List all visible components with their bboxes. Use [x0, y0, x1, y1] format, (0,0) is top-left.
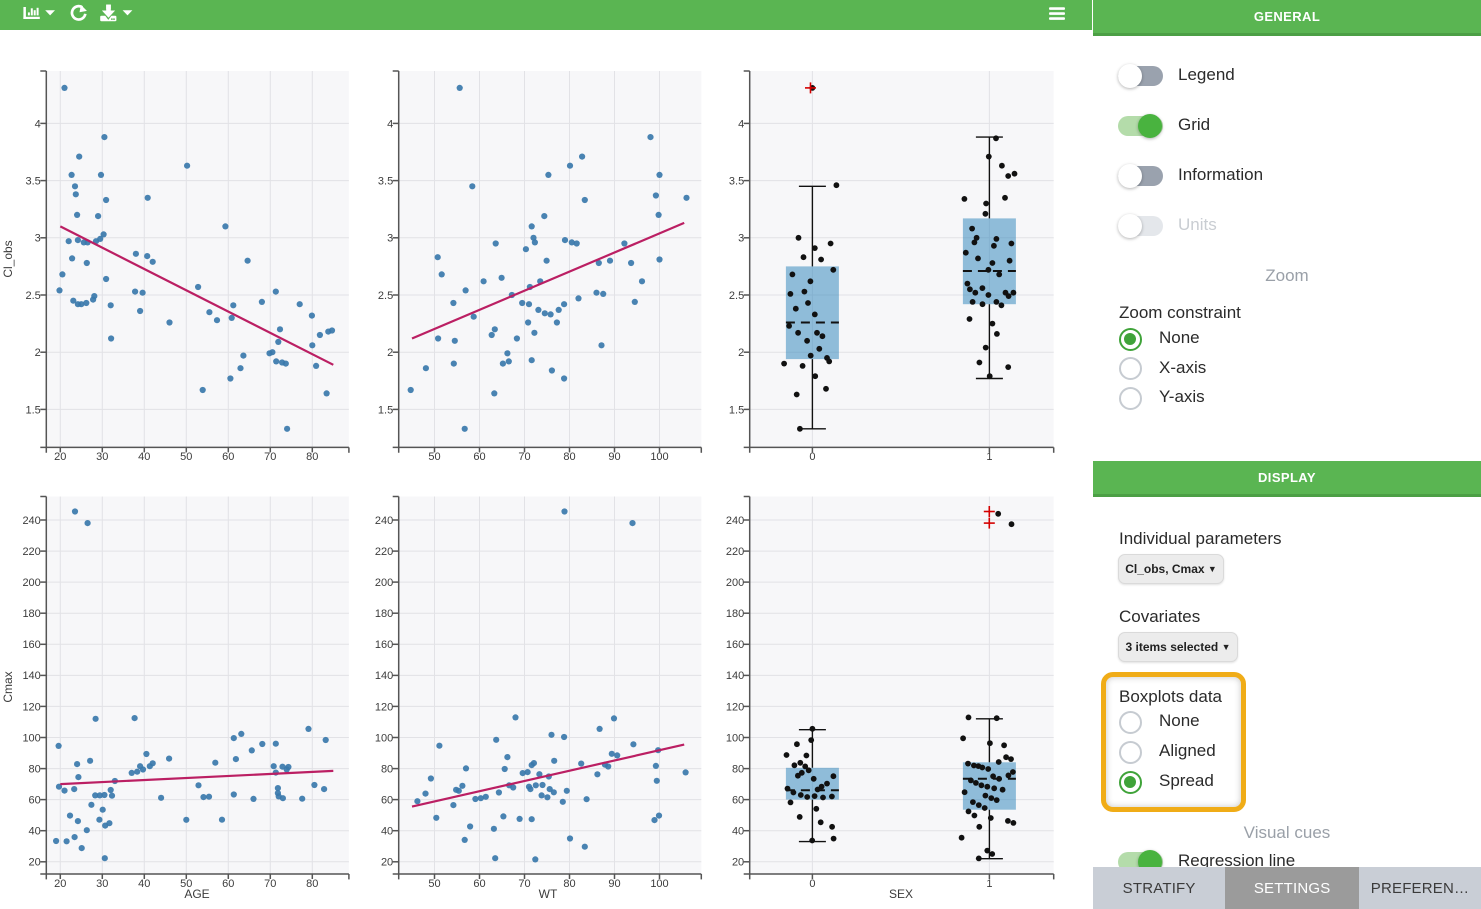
- svg-text:240: 240: [22, 515, 40, 527]
- svg-text:220: 220: [375, 546, 393, 558]
- svg-text:60: 60: [732, 795, 744, 807]
- svg-text:3: 3: [738, 233, 744, 245]
- svg-text:180: 180: [22, 608, 40, 620]
- svg-text:50: 50: [180, 878, 192, 890]
- svg-text:140: 140: [375, 670, 393, 682]
- svg-text:60: 60: [222, 878, 234, 890]
- svg-text:50: 50: [428, 878, 440, 890]
- svg-text:60: 60: [222, 451, 234, 463]
- svg-text:3.5: 3.5: [378, 176, 393, 188]
- svg-text:70: 70: [264, 878, 276, 890]
- svg-text:4: 4: [35, 118, 41, 130]
- svg-text:220: 220: [22, 546, 40, 558]
- svg-text:WT: WT: [539, 887, 558, 901]
- svg-text:220: 220: [726, 546, 744, 558]
- svg-text:40: 40: [732, 826, 744, 838]
- svg-text:60: 60: [381, 795, 393, 807]
- svg-text:180: 180: [726, 608, 744, 620]
- svg-text:70: 70: [264, 451, 276, 463]
- svg-text:100: 100: [22, 732, 40, 744]
- svg-text:100: 100: [650, 451, 668, 463]
- svg-text:1.5: 1.5: [26, 404, 41, 416]
- svg-text:80: 80: [29, 764, 41, 776]
- svg-text:120: 120: [726, 701, 744, 713]
- svg-text:40: 40: [138, 878, 150, 890]
- svg-text:120: 120: [22, 701, 40, 713]
- svg-text:2.5: 2.5: [729, 290, 744, 302]
- svg-text:120: 120: [375, 701, 393, 713]
- svg-text:30: 30: [96, 451, 108, 463]
- svg-text:180: 180: [375, 608, 393, 620]
- svg-text:90: 90: [608, 451, 620, 463]
- svg-text:0: 0: [809, 451, 815, 463]
- svg-text:2: 2: [738, 347, 744, 359]
- svg-text:20: 20: [732, 857, 744, 869]
- svg-text:4: 4: [738, 118, 744, 130]
- svg-text:40: 40: [138, 451, 150, 463]
- svg-text:80: 80: [563, 878, 575, 890]
- svg-text:240: 240: [726, 515, 744, 527]
- svg-text:40: 40: [29, 826, 41, 838]
- svg-text:2.5: 2.5: [378, 290, 393, 302]
- svg-text:30: 30: [96, 878, 108, 890]
- svg-text:1: 1: [986, 878, 992, 890]
- svg-text:90: 90: [608, 878, 620, 890]
- svg-text:4: 4: [387, 118, 393, 130]
- svg-text:60: 60: [29, 795, 41, 807]
- svg-text:160: 160: [22, 639, 40, 651]
- svg-text:1.5: 1.5: [378, 404, 393, 416]
- svg-text:100: 100: [375, 732, 393, 744]
- svg-text:50: 50: [180, 451, 192, 463]
- svg-text:0: 0: [809, 878, 815, 890]
- svg-text:3.5: 3.5: [26, 176, 41, 188]
- svg-text:80: 80: [732, 764, 744, 776]
- svg-text:2: 2: [35, 347, 41, 359]
- svg-text:20: 20: [29, 857, 41, 869]
- svg-text:80: 80: [563, 451, 575, 463]
- svg-text:80: 80: [306, 878, 318, 890]
- svg-text:Cl_obs: Cl_obs: [1, 240, 15, 277]
- svg-text:70: 70: [518, 451, 530, 463]
- svg-text:3: 3: [387, 233, 393, 245]
- svg-text:60: 60: [473, 451, 485, 463]
- svg-text:200: 200: [726, 577, 744, 589]
- svg-text:20: 20: [381, 857, 393, 869]
- svg-text:Cmax: Cmax: [1, 671, 15, 702]
- svg-text:40: 40: [381, 826, 393, 838]
- svg-text:60: 60: [473, 878, 485, 890]
- svg-text:2: 2: [387, 347, 393, 359]
- svg-text:160: 160: [375, 639, 393, 651]
- svg-text:200: 200: [375, 577, 393, 589]
- svg-text:240: 240: [375, 515, 393, 527]
- svg-text:3: 3: [35, 233, 41, 245]
- svg-text:1: 1: [986, 451, 992, 463]
- svg-text:140: 140: [726, 670, 744, 682]
- svg-text:140: 140: [22, 670, 40, 682]
- svg-text:SEX: SEX: [889, 887, 913, 901]
- svg-text:20: 20: [54, 878, 66, 890]
- svg-text:100: 100: [650, 878, 668, 890]
- svg-text:2.5: 2.5: [26, 290, 41, 302]
- svg-text:3.5: 3.5: [729, 176, 744, 188]
- svg-text:1.5: 1.5: [729, 404, 744, 416]
- svg-text:80: 80: [306, 451, 318, 463]
- svg-text:50: 50: [428, 451, 440, 463]
- svg-text:80: 80: [381, 764, 393, 776]
- svg-text:20: 20: [54, 451, 66, 463]
- svg-text:100: 100: [726, 732, 744, 744]
- svg-text:70: 70: [518, 878, 530, 890]
- svg-text:AGE: AGE: [184, 887, 209, 901]
- svg-text:160: 160: [726, 639, 744, 651]
- svg-text:200: 200: [22, 577, 40, 589]
